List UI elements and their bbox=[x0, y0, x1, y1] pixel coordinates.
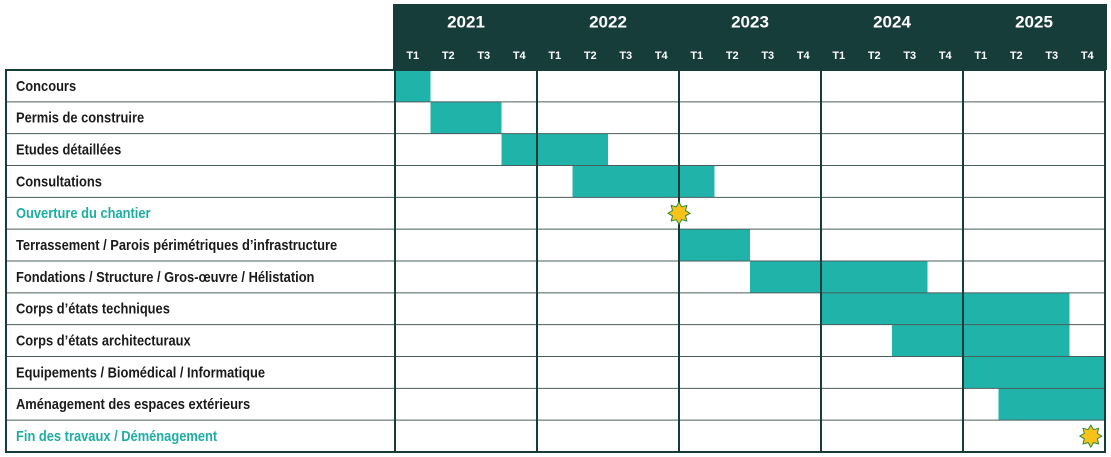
task-label: Fondations / Structure / Gros-œuvre / Hé… bbox=[16, 268, 314, 285]
quarter-label: T4 bbox=[939, 50, 953, 62]
quarter-label: T1 bbox=[974, 50, 987, 62]
task-bar bbox=[395, 70, 431, 102]
task-bar bbox=[501, 133, 608, 166]
quarter-label: T1 bbox=[690, 50, 703, 62]
year-label: 2022 bbox=[589, 12, 627, 31]
task-label: Consultations bbox=[16, 172, 102, 189]
task-label: Ouverture du chantier bbox=[16, 204, 151, 221]
quarter-label: T2 bbox=[584, 50, 597, 62]
quarter-label: T3 bbox=[1045, 50, 1058, 62]
task-bar bbox=[963, 356, 1105, 389]
quarter-label: T4 bbox=[1081, 50, 1095, 62]
task-label: Concours bbox=[16, 77, 76, 94]
task-label: Permis de construire bbox=[16, 109, 144, 126]
task-bar bbox=[750, 261, 928, 293]
quarter-label: T4 bbox=[797, 50, 811, 62]
task-label: Aménagement des espaces extérieurs bbox=[16, 395, 250, 412]
quarter-label: T3 bbox=[761, 50, 774, 62]
table-border bbox=[5, 69, 1106, 453]
header-band bbox=[393, 4, 1107, 70]
quarter-label: T3 bbox=[903, 50, 916, 62]
quarter-label: T4 bbox=[655, 50, 669, 62]
task-bar bbox=[572, 165, 715, 198]
task-label: Corps d’états architecturaux bbox=[16, 332, 191, 349]
task-label: Etudes détaillées bbox=[16, 141, 121, 158]
quarter-label: T1 bbox=[406, 50, 419, 62]
quarter-label: T2 bbox=[726, 50, 739, 62]
quarter-label: T3 bbox=[619, 50, 632, 62]
quarter-label: T4 bbox=[513, 50, 527, 62]
task-bar bbox=[998, 388, 1105, 421]
task-labels: Concours Permis de construire Etudes détai… bbox=[16, 77, 337, 444]
milestone-star bbox=[1078, 424, 1103, 449]
milestone-star bbox=[667, 201, 691, 226]
year-label: 2025 bbox=[1015, 12, 1053, 31]
year-label: 2024 bbox=[873, 12, 911, 31]
task-label: Corps d’états techniques bbox=[16, 300, 170, 317]
task-bar bbox=[430, 101, 502, 134]
quarter-label: T3 bbox=[477, 50, 490, 62]
quarter-label: T2 bbox=[1010, 50, 1023, 62]
task-bar bbox=[679, 229, 750, 261]
year-label: 2021 bbox=[447, 12, 485, 31]
year-label: 2023 bbox=[731, 12, 769, 31]
task-bar bbox=[892, 324, 1070, 357]
quarter-label: T1 bbox=[832, 50, 845, 62]
quarter-label: T2 bbox=[442, 50, 455, 62]
quarter-label: T1 bbox=[548, 50, 561, 62]
task-label: Equipements / Biomédical / Informatique bbox=[16, 363, 265, 380]
task-label: Terrassement / Parois périmétriques d’in… bbox=[16, 236, 337, 253]
task-label: Fin des travaux / Déménagement bbox=[16, 427, 217, 444]
quarter-label: T2 bbox=[868, 50, 881, 62]
task-bar bbox=[821, 292, 1070, 325]
